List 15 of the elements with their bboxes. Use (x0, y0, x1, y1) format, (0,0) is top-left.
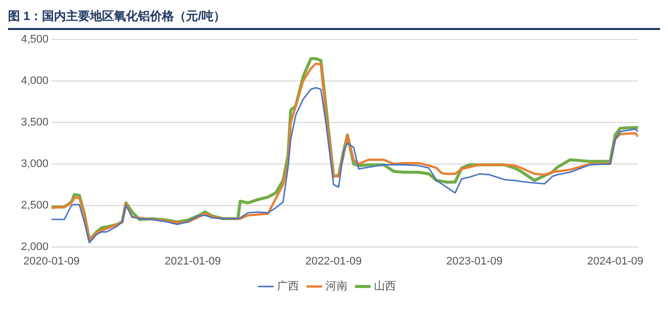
x-tick-label: 2020-01-09 (23, 255, 80, 268)
legend-label: 山西 (374, 280, 396, 293)
x-tick-label: 2024-01-09 (587, 255, 644, 268)
y-tick-label: 4,000 (20, 75, 49, 88)
y-tick-label: 3,500 (20, 116, 49, 129)
y-tick-label: 2,500 (20, 199, 49, 212)
x-tick-label: 2022-01-09 (305, 255, 362, 268)
y-tick-label: 2,000 (20, 240, 49, 253)
y-tick-label: 4,500 (20, 34, 49, 46)
y-tick-label: 3,000 (20, 158, 49, 170)
x-tick-label: 2021-01-09 (164, 255, 221, 268)
chart-title: 图 1：国内主要地区氧化铝价格（元/吨） (8, 8, 660, 30)
legend-label: 河南 (325, 280, 348, 293)
x-tick-label: 2023-01-09 (446, 255, 503, 268)
legend-label: 广西 (276, 280, 299, 293)
